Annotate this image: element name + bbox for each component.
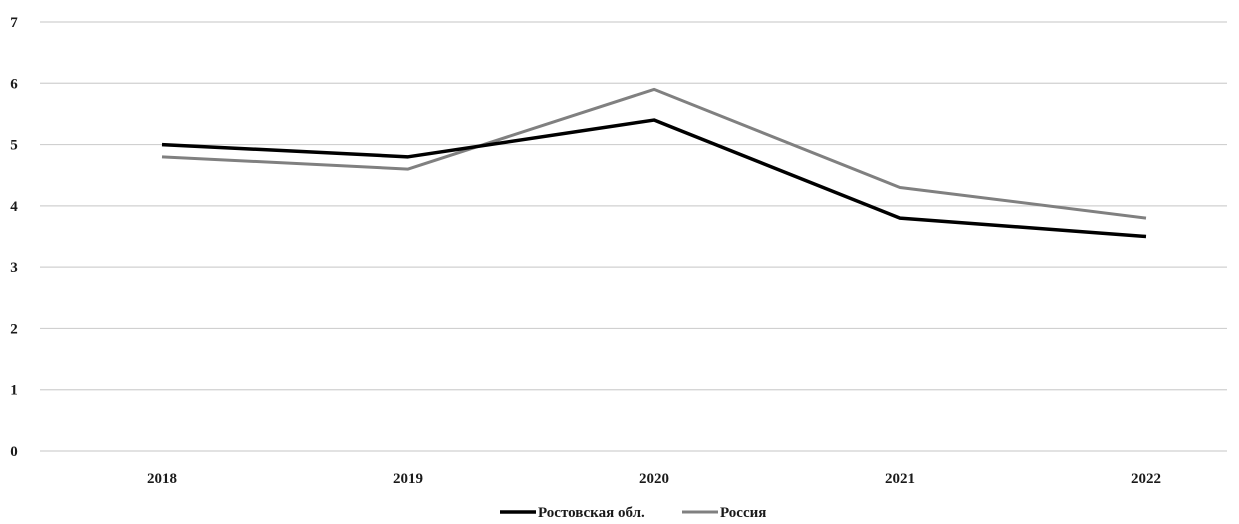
x-tick-label: 2021 [885, 471, 915, 487]
y-tick-label: 4 [10, 199, 18, 215]
x-axis-tick-labels: 2018 2019 2020 2021 2022 [147, 471, 1161, 487]
legend-label-0: Ростовская обл. [538, 505, 645, 521]
y-tick-label: 0 [10, 444, 18, 460]
y-tick-label: 5 [10, 138, 18, 154]
series-line-1 [161, 87, 1147, 220]
y-tick-label: 2 [10, 321, 18, 337]
series-line-0 [161, 118, 1147, 239]
x-tick-label: 2018 [147, 471, 177, 487]
series-lines [161, 87, 1147, 239]
x-tick-label: 2020 [639, 471, 669, 487]
legend-label-1: Россия [720, 505, 766, 521]
y-tick-label: 6 [10, 76, 18, 92]
y-tick-label: 1 [10, 383, 18, 399]
x-tick-label: 2019 [393, 471, 423, 487]
x-tick-label: 2022 [1131, 471, 1161, 487]
y-axis-tick-labels: 0 1 2 3 4 5 6 7 [10, 15, 18, 460]
y-tick-label: 3 [10, 260, 18, 276]
gridlines [40, 21, 1227, 452]
y-tick-label: 7 [10, 15, 18, 31]
legend: Ростовская обл. Россия [500, 505, 766, 521]
